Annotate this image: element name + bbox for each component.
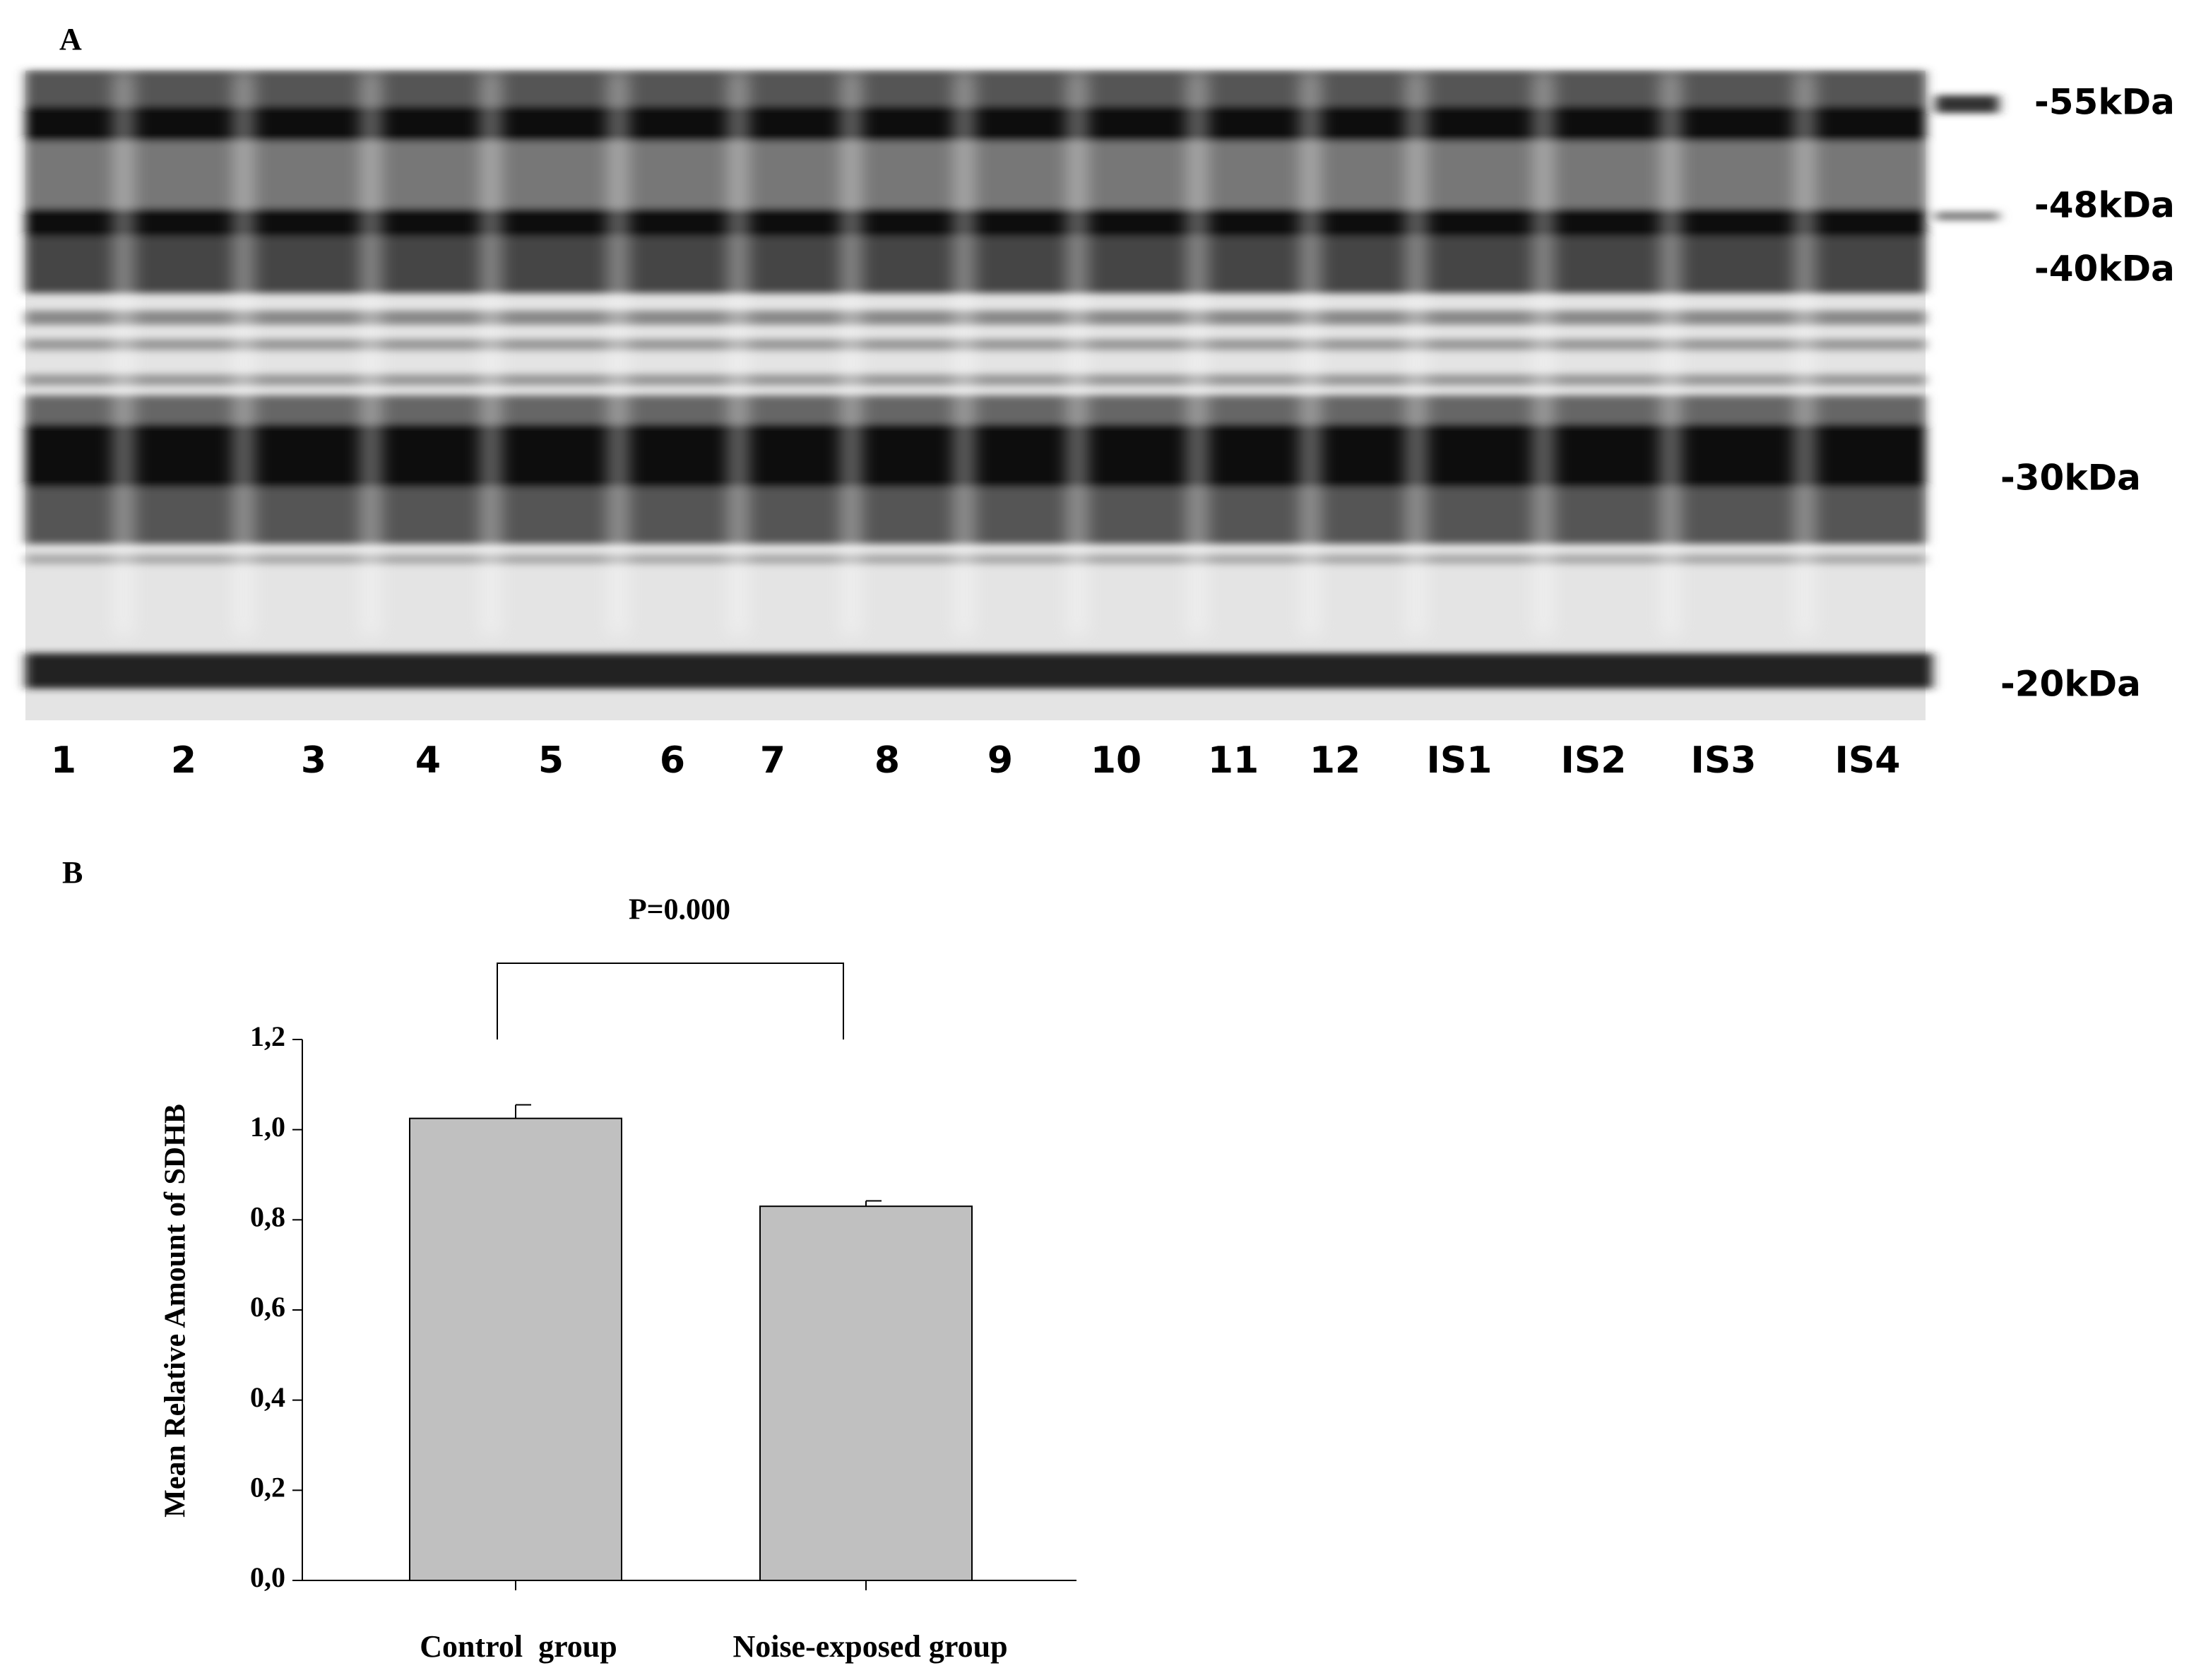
significance-bracket [497,963,844,1039]
western-blot [25,71,1999,720]
panel-label: A [59,22,82,56]
lane-label: IS4 [1835,739,1901,782]
y-tick-label: 1,0 [250,1111,285,1143]
y-tick-label: 1,2 [250,1020,285,1052]
lane-label: 12 [1310,739,1360,782]
lane-gaps [113,71,1815,636]
lane-label: 8 [874,739,900,782]
lane-label: 11 [1208,739,1259,782]
bar [409,1117,622,1582]
marker-label: -55kDa [2034,82,2175,123]
lane-label: IS1 [1427,739,1493,782]
y-tick-label: 0,8 [250,1201,285,1233]
lane-label: 5 [538,739,564,782]
lane-label: 4 [415,739,441,782]
lane-label: 10 [1091,739,1141,782]
blot-bands [25,71,1999,689]
lane-label: IS3 [1691,739,1757,782]
lane-label: 7 [760,739,785,782]
panel-label: B [62,855,83,890]
lane-label: 9 [987,739,1013,782]
lane-label: 3 [301,739,326,782]
lane-label: 6 [660,739,685,782]
marker-label: -48kDa [2034,185,2175,226]
x-tick-label: Control group [420,1629,617,1664]
annotation: P=0.000 [629,894,730,927]
lane-label: 2 [171,739,196,782]
marker-label: -40kDa [2034,249,2175,290]
y-tick-label: 0,2 [250,1472,285,1503]
bar [759,1205,973,1581]
lane-label: 1 [51,739,76,782]
lane-label: IS2 [1561,739,1627,782]
marker-label: -30kDa [2000,458,2141,499]
y-tick-label: 0,6 [250,1291,285,1323]
y-tick-label: 0,4 [250,1381,285,1413]
y-tick-label: 0,0 [250,1561,285,1593]
marker-label: -20kDa [2000,664,2141,705]
x-tick-label: Noise-exposed group [732,1629,1007,1664]
y-axis-title: Mean Relative Amount of SDHB [160,1104,192,1518]
